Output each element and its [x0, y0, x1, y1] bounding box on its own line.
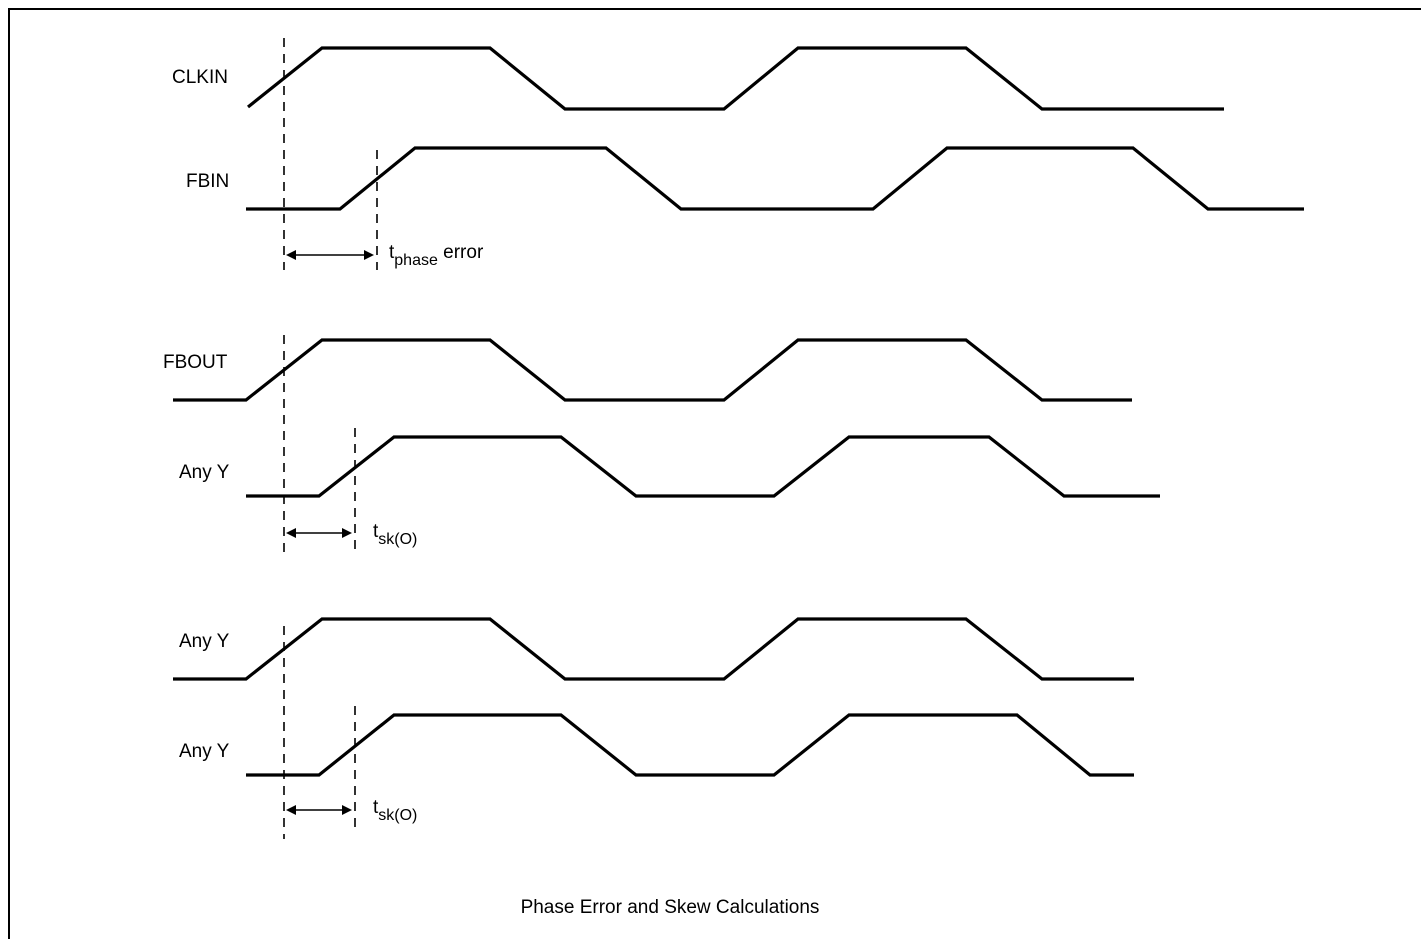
signal-label-fbout: FBOUT — [163, 352, 228, 373]
signal-label-any-y-3: Any Y — [179, 741, 230, 762]
waveform-fbin — [246, 146, 1304, 211]
figure-caption: Phase Error and Skew Calculations — [521, 897, 820, 918]
signal-label-fbin: FBIN — [186, 171, 229, 192]
arrow-skew-2 — [286, 805, 352, 815]
arrow-skew-1 — [286, 528, 352, 538]
waveform-fbout — [173, 338, 1132, 402]
signal-label-clkin: CLKIN — [172, 67, 228, 88]
waveform-clkin — [247, 46, 1224, 111]
waveform-any-y-1 — [246, 435, 1160, 498]
label-skew-2: tsk(O) — [373, 797, 417, 824]
waveform-any-y-3 — [246, 713, 1134, 777]
signal-label-any-y-1: Any Y — [179, 462, 230, 483]
signal-label-any-y-2: Any Y — [179, 631, 230, 652]
waveform-any-y-2 — [173, 617, 1134, 681]
label-phase-error: tphase error — [389, 242, 484, 269]
figure-frame — [8, 8, 1421, 939]
arrow-phase-error — [286, 250, 374, 260]
label-skew-1: tsk(O) — [373, 521, 417, 548]
